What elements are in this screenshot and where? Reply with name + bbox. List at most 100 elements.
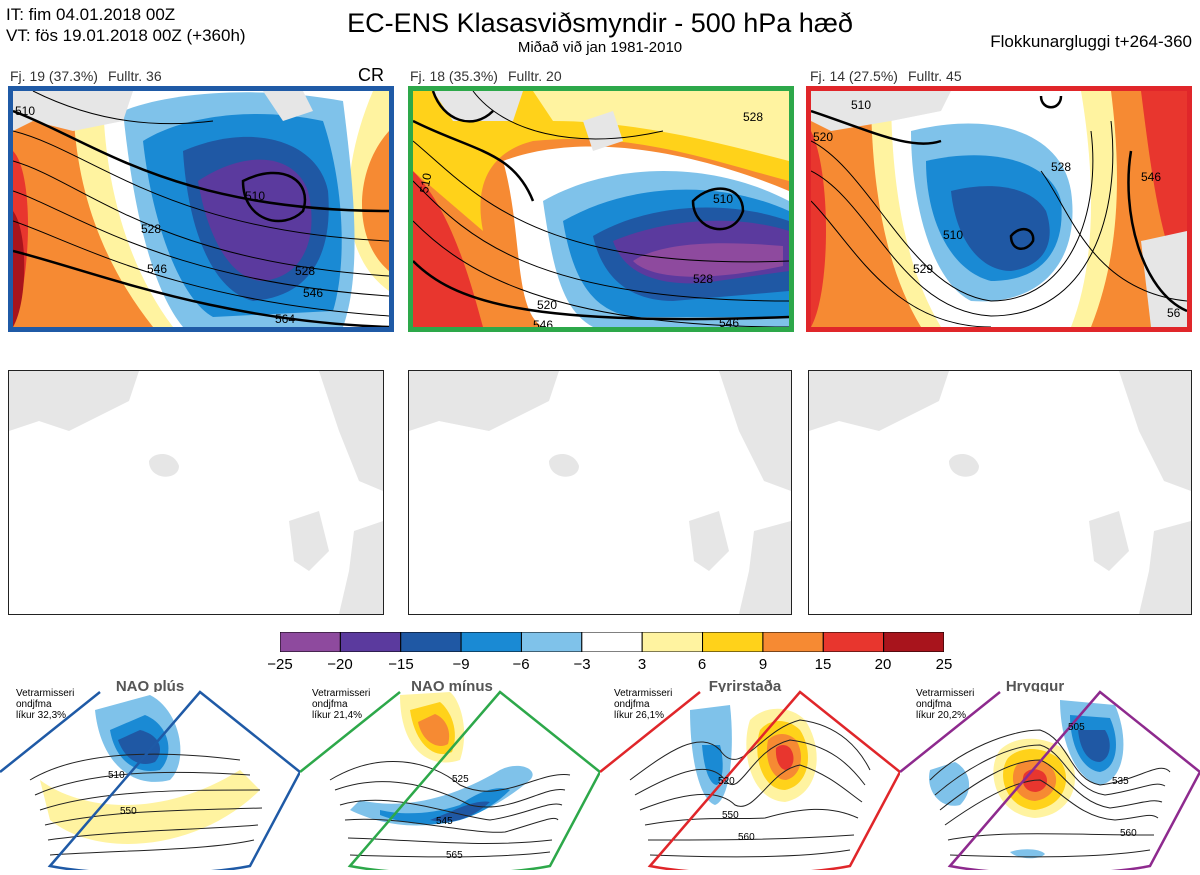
colorbar-tick: −6 <box>512 656 530 673</box>
regime-1-contour-label: 550 <box>120 806 137 817</box>
cluster-1-contour-label: 510 <box>15 104 35 118</box>
colorbar-tick: −3 <box>573 656 591 673</box>
regime-2-title: NAO mínus <box>411 678 493 695</box>
cluster-1-regime: CR <box>358 65 384 85</box>
regime-2-months: ondjfma <box>312 699 348 710</box>
colorbar-tick: 25 <box>935 656 953 673</box>
colorbar-swatch <box>762 631 824 653</box>
regime-3-map: 520 550 560 <box>599 690 902 875</box>
cluster-3-frequency: Fj. 14 (27.5%) <box>810 68 898 84</box>
regime-1-months: ondjfma <box>16 699 52 710</box>
regime-4-months: ondjfma <box>916 699 952 710</box>
colorbar-swatch <box>822 631 885 653</box>
cluster-1-contour-label: 564 <box>275 312 295 326</box>
cluster-3-label: Fj. 14 (27.5%) Fulltr. 45 <box>810 68 962 84</box>
colorbar-swatch <box>641 631 704 653</box>
cluster-2-label: Fj. 18 (35.3%) Fulltr. 20 <box>410 68 562 84</box>
cluster-1-contour-label: 546 <box>303 286 323 300</box>
cluster-2-contour-label: 528 <box>693 272 713 286</box>
regime-1-season: Vetrarmisseri <box>16 688 75 699</box>
colorbar-swatch <box>400 631 462 653</box>
cluster-1-map: 510 528 546 546 564 510 528 <box>8 86 394 332</box>
regime-3-months: ondjfma <box>614 699 650 710</box>
cluster-1-frequency: Fj. 19 (37.3%) <box>10 68 98 84</box>
regime-3-note: Vetrarmisseri ondjfma líkur 26,1% <box>614 688 672 721</box>
base-map-2 <box>408 370 792 615</box>
initial-time: IT: fim 04.01.2018 00Z <box>6 5 176 24</box>
cluster-2-map: 510 510 528 528 546 546 520 <box>408 86 794 332</box>
cluster-2-contour-label: 510 <box>713 192 733 206</box>
colorbar-tick: −20 <box>327 656 353 673</box>
regime-3-contour-label: 560 <box>738 832 755 843</box>
regime-3-contour-label: 520 <box>718 776 735 787</box>
colorbar-swatch <box>581 631 643 653</box>
cluster-3-contour-label: 56 <box>1167 306 1181 320</box>
colorbar-tick: −25 <box>267 656 293 673</box>
base-map-1 <box>8 370 384 615</box>
colorbar-swatch <box>279 631 341 653</box>
regime-2-note: Vetrarmisseri ondjfma líkur 21,4% <box>312 688 370 721</box>
cluster-3-contour-label: 546 <box>1141 170 1161 184</box>
colorbar-tick: 20 <box>874 656 892 673</box>
colorbar-swatch <box>520 631 583 653</box>
valid-time: VT: fös 19.01.2018 00Z (+360h) <box>6 26 246 45</box>
regime-3-season: Vetrarmisseri <box>614 688 673 699</box>
base-map-3 <box>808 370 1192 615</box>
regime-4-season: Vetrarmisseri <box>916 688 975 699</box>
colorbar-tick: 15 <box>814 656 832 673</box>
regime-4-note: Vetrarmisseri ondjfma líkur 20,2% <box>916 688 974 721</box>
cluster-1-contour-label: 528 <box>295 264 315 278</box>
regime-4-probability: líkur 20,2% <box>916 710 967 721</box>
cluster-1-contour-label: 528 <box>141 222 161 236</box>
cluster-1-label: Fj. 19 (37.3%) Fulltr. 36 <box>10 68 162 84</box>
page-subtitle: Miðað við jan 1981-2010 <box>517 39 683 56</box>
cluster-2-contour-label: 546 <box>533 318 553 327</box>
regime-1-title: NAO plús <box>115 678 185 695</box>
cluster-3-contour-label: 528 <box>1051 160 1071 174</box>
colorbar-tick: 3 <box>637 656 647 673</box>
cluster-2-contour-label: 510 <box>417 172 434 194</box>
colorbar-tick: −9 <box>452 656 470 673</box>
regime-1-note: Vetrarmisseri ondjfma líkur 32,3% <box>16 688 74 721</box>
regime-1-map: 510 550 <box>0 690 302 875</box>
header-info: IT: fim 04.01.2018 00Z VT: fös 19.01.201… <box>6 4 246 46</box>
cluster-3-contour-label: 510 <box>943 228 963 242</box>
colorbar-swatch <box>460 631 522 653</box>
cluster-2-frequency: Fj. 18 (35.3%) <box>410 68 498 84</box>
cluster-1-contour-label: 546 <box>147 262 167 276</box>
colorbar <box>279 631 945 657</box>
regime-4-map: 505 535 560 <box>899 690 1200 875</box>
cluster-2-representative: Fulltr. 20 <box>507 68 562 84</box>
regime-1-probability: líkur 32,3% <box>16 710 67 721</box>
regime-2-contour-label: 545 <box>436 816 453 827</box>
cluster-3-map: 510 520 528 546 510 529 56 <box>806 86 1192 332</box>
colorbar-tick: 6 <box>697 656 707 673</box>
cluster-2-contour-label: 528 <box>743 110 763 124</box>
cluster-2-contour-label: 546 <box>719 316 739 327</box>
regime-2-contour-label: 565 <box>446 850 463 861</box>
colorbar-tick: 9 <box>758 656 768 673</box>
cluster-1-representative: Fulltr. 36 <box>107 68 162 84</box>
regime-2-map: 525 545 565 <box>299 690 602 875</box>
regime-3-title: Fyrirstaða <box>708 678 782 695</box>
colorbar-swatch <box>339 631 402 653</box>
colorbar-swatch <box>883 631 945 653</box>
regime-2-season: Vetrarmisseri <box>312 688 371 699</box>
regime-2-probability: líkur 21,4% <box>312 710 363 721</box>
classification-window: Flokkunargluggi t+264-360 <box>990 32 1192 51</box>
colorbar-swatch <box>702 631 764 653</box>
regime-4-contour-label: 535 <box>1112 776 1129 787</box>
regime-4-contour-label: 560 <box>1120 828 1137 839</box>
regime-3-probability: líkur 26,1% <box>614 710 665 721</box>
regime-4-title: Hryggur <box>1005 678 1065 695</box>
colorbar-tick: −15 <box>388 656 414 673</box>
cluster-3-contour-label: 529 <box>913 262 933 276</box>
regime-3-contour-label: 550 <box>722 810 739 821</box>
page-title: EC-ENS Klasasviðsmyndir - 500 hPa hæð <box>347 8 853 38</box>
cluster-3-contour-label: 520 <box>813 130 833 144</box>
regime-2-contour-label: 525 <box>452 774 469 785</box>
cluster-3-contour-label: 510 <box>851 98 871 112</box>
cluster-2-contour-label: 520 <box>537 298 557 312</box>
colorbar-swatches <box>279 631 945 653</box>
cluster-1-contour-label: 510 <box>245 189 265 203</box>
